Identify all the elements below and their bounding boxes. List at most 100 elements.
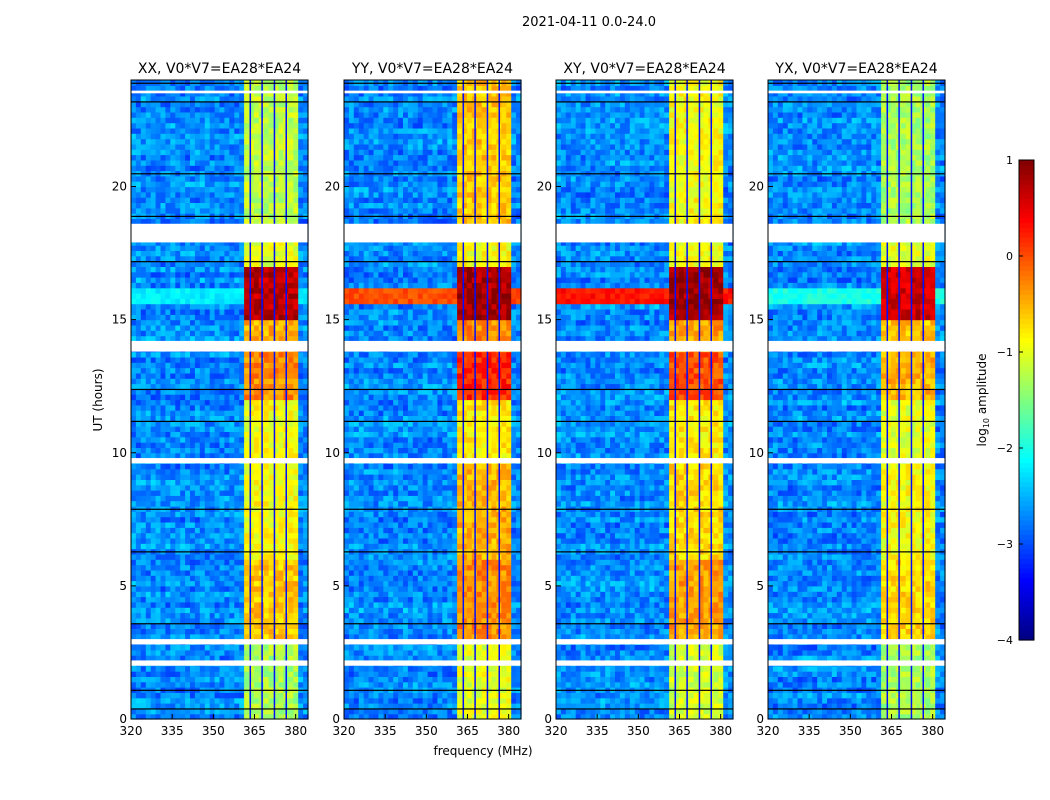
- heatmap-cell: [140, 85, 147, 92]
- heatmap-cell: [165, 138, 171, 145]
- heatmap-cell: [293, 511, 299, 518]
- heatmap-cell: [209, 431, 216, 438]
- heatmap-cell: [145, 490, 152, 496]
- heatmap-cell: [244, 298, 250, 305]
- heatmap-cell: [239, 383, 245, 390]
- heatmap-cell: [288, 399, 294, 406]
- heatmap-cell: [131, 175, 137, 182]
- heatmap-cell: [383, 692, 389, 699]
- heatmap-cell: [393, 692, 399, 699]
- heatmap-cell: [199, 255, 206, 262]
- heatmap-cell: [140, 527, 147, 534]
- heatmap-cell: [353, 671, 360, 677]
- heatmap-cell: [298, 697, 304, 704]
- heatmap-cell: [224, 431, 230, 438]
- heatmap-cell: [135, 713, 142, 720]
- heatmap-cell: [263, 282, 270, 289]
- heatmap-cell: [273, 372, 280, 379]
- heatmap-cell: [190, 298, 196, 305]
- heatmap-cell: [263, 537, 270, 544]
- heatmap-cell: [273, 543, 280, 550]
- heatmap-cell: [140, 585, 147, 592]
- heatmap-cell: [278, 186, 284, 193]
- heatmap-cell: [194, 266, 201, 273]
- heatmap-cell: [185, 452, 191, 459]
- heatmap-cell: [298, 655, 304, 661]
- heatmap-cell: [229, 543, 235, 550]
- heatmap-cell: [353, 628, 360, 635]
- heatmap-cell: [155, 271, 162, 278]
- heatmap-cell: [298, 149, 304, 156]
- heatmap-cell: [278, 490, 284, 496]
- heatmap-cell: [303, 362, 309, 369]
- heatmap-cell: [293, 351, 299, 358]
- heatmap-cell: [180, 532, 186, 539]
- heatmap-cell: [170, 239, 176, 246]
- heatmap-cell: [253, 665, 260, 672]
- heatmap-cell: [437, 665, 443, 672]
- heatmap-cell: [150, 527, 157, 534]
- heatmap-cell: [180, 553, 186, 560]
- heatmap-cell: [155, 122, 162, 129]
- heatmap-cell: [293, 537, 299, 544]
- heatmap-cell: [165, 207, 171, 214]
- heatmap-cell: [219, 181, 225, 188]
- heatmap-cell: [244, 585, 250, 592]
- heatmap-cell: [239, 250, 245, 257]
- heatmap-cell: [288, 601, 294, 608]
- heatmap-cell: [145, 277, 152, 283]
- heatmap-cell: [150, 239, 157, 246]
- heatmap-cell: [506, 676, 512, 683]
- heatmap-cell: [288, 468, 294, 475]
- heatmap-cell: [160, 165, 166, 172]
- heatmap-cell: [298, 527, 304, 534]
- heatmap-cell: [209, 149, 216, 156]
- heatmap-cell: [145, 138, 152, 145]
- heatmap-cell: [263, 356, 270, 363]
- heatmap-cell: [447, 649, 453, 656]
- heatmap-cell: [145, 553, 152, 560]
- heatmap-cell: [180, 298, 186, 305]
- heatmap-cell: [288, 607, 294, 614]
- heatmap-cell: [214, 559, 221, 566]
- heatmap-cell: [303, 293, 309, 299]
- heatmap-cell: [348, 623, 355, 629]
- heatmap-cell: [273, 601, 280, 608]
- heatmap-cell: [219, 516, 225, 523]
- heatmap-cell: [447, 681, 453, 688]
- heatmap-cell: [239, 522, 245, 528]
- heatmap-cell: [199, 569, 206, 576]
- heatmap-cell: [303, 410, 309, 416]
- heatmap-cell: [239, 266, 245, 273]
- heatmap-cell: [378, 649, 384, 656]
- heatmap-cell: [278, 143, 284, 150]
- heatmap-cell: [209, 527, 216, 534]
- heatmap-cell: [383, 623, 389, 629]
- heatmap-cell: [263, 383, 270, 390]
- heatmap-cell: [268, 266, 275, 273]
- x-tick-label: 320: [120, 724, 143, 738]
- heatmap-cell: [214, 319, 221, 326]
- heatmap-cell: [437, 676, 443, 683]
- heatmap-cell: [175, 596, 181, 603]
- heatmap-cell: [180, 426, 186, 432]
- heatmap-cell: [293, 250, 299, 257]
- heatmap-cell: [214, 191, 221, 198]
- heatmap-cell: [412, 628, 419, 635]
- heatmap-cell: [194, 500, 201, 507]
- heatmap-cell: [185, 293, 191, 299]
- heatmap-cell: [140, 181, 147, 188]
- heatmap-cell: [298, 277, 304, 283]
- heatmap-cell: [383, 681, 389, 688]
- heatmap-cell: [422, 681, 429, 688]
- heatmap-cell: [170, 309, 176, 315]
- heatmap-cell: [273, 452, 280, 459]
- heatmap-cell: [180, 261, 186, 267]
- heatmap-cell: [476, 708, 483, 715]
- heatmap-cell: [180, 585, 186, 592]
- heatmap-cell: [199, 197, 206, 203]
- heatmap-cell: [293, 692, 299, 699]
- heatmap-cell: [219, 559, 225, 566]
- heatmap-cell: [229, 649, 235, 656]
- heatmap-cell: [194, 394, 201, 401]
